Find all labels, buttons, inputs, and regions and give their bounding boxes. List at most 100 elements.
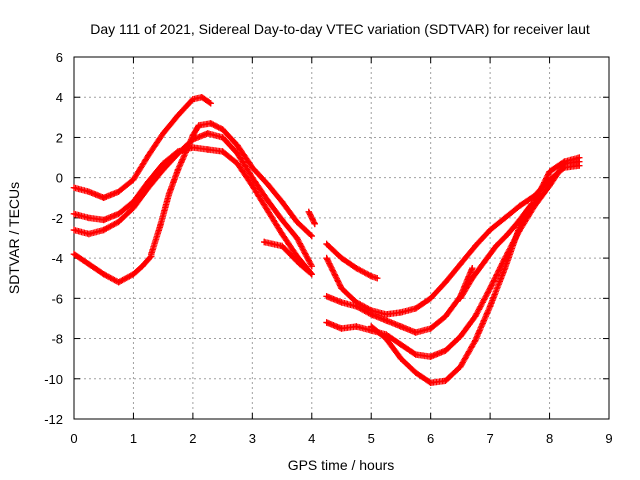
y-tick-label: -4	[51, 251, 63, 266]
data-point	[70, 184, 78, 191]
data-point	[195, 122, 202, 129]
y-tick-label: -2	[51, 211, 63, 226]
y-tick-label: 2	[56, 130, 63, 145]
data-point	[323, 240, 330, 248]
data-point	[70, 210, 78, 218]
data-point	[323, 293, 330, 300]
series-track-g	[305, 208, 318, 228]
data-point	[427, 295, 434, 302]
data-point	[457, 363, 464, 370]
data-point	[516, 216, 523, 224]
series-plus-trail	[148, 120, 315, 258]
data-point	[249, 174, 256, 181]
data-point	[486, 285, 494, 292]
data-point	[457, 260, 464, 268]
data-point	[145, 152, 152, 159]
series-track-i	[323, 162, 583, 318]
x-tick-label: 9	[605, 431, 612, 446]
data-point	[457, 333, 464, 340]
data-point	[481, 258, 488, 266]
y-tick-label: -10	[44, 372, 63, 387]
data-point	[115, 218, 122, 226]
data-point	[85, 188, 93, 195]
series-track-h	[323, 240, 381, 282]
data-point	[100, 226, 107, 234]
data-point	[397, 309, 405, 316]
data-point	[382, 335, 390, 342]
data-point	[353, 323, 360, 330]
data-point	[368, 323, 375, 330]
series-track-j	[323, 265, 476, 336]
data-point	[100, 194, 107, 201]
data-series	[70, 94, 583, 386]
data-point	[85, 230, 93, 238]
grid	[74, 57, 609, 419]
data-point	[382, 317, 390, 324]
series-track-d	[70, 250, 155, 286]
data-point	[323, 319, 330, 326]
data-point	[183, 146, 191, 153]
data-point	[165, 190, 173, 197]
data-point	[219, 126, 226, 133]
data-point	[576, 154, 583, 161]
data-point	[427, 353, 434, 360]
series-track-m	[457, 200, 535, 302]
data-point	[311, 220, 318, 228]
data-point	[397, 323, 405, 330]
data-point	[427, 325, 434, 332]
data-point	[397, 341, 405, 348]
data-point	[353, 303, 360, 310]
data-point	[442, 377, 449, 384]
data-point	[296, 260, 304, 268]
data-point	[442, 313, 449, 320]
data-point	[130, 176, 137, 183]
ticks: 0 1 2 3 4 5 6 7 8 9 -12 -10 -8 -6 -4 -2 0 2 4 6	[44, 50, 612, 446]
data-point	[145, 184, 152, 191]
y-tick-label: 4	[56, 90, 63, 105]
data-point	[501, 214, 509, 222]
data-point	[293, 234, 301, 242]
data-point	[501, 265, 509, 272]
data-point	[85, 260, 93, 268]
data-point	[382, 311, 390, 318]
data-point	[412, 305, 419, 312]
data-point	[442, 279, 449, 286]
data-point	[278, 230, 286, 238]
x-tick-label: 3	[249, 431, 256, 446]
data-point	[278, 242, 286, 250]
data-point	[338, 299, 345, 306]
series-plus-trail	[323, 240, 381, 282]
series-track-a	[70, 94, 214, 201]
data-point	[234, 142, 241, 149]
data-point	[249, 164, 256, 171]
data-point	[278, 216, 286, 224]
y-tick-label: -12	[44, 412, 63, 427]
data-point	[308, 271, 315, 278]
data-point	[412, 351, 419, 358]
data-point	[261, 238, 268, 246]
data-point	[100, 216, 107, 224]
data-point	[160, 130, 167, 137]
data-point	[204, 146, 211, 153]
x-tick-label: 8	[546, 431, 553, 446]
data-point	[189, 144, 197, 151]
data-point	[469, 265, 476, 272]
data-point	[115, 188, 122, 195]
data-point	[70, 226, 78, 234]
plot-frame	[73, 56, 610, 420]
data-point	[174, 166, 182, 173]
data-point	[139, 263, 146, 270]
data-point	[115, 279, 122, 286]
data-point	[305, 208, 312, 216]
data-point	[204, 130, 211, 137]
data-point	[516, 202, 523, 209]
data-point	[546, 168, 553, 175]
data-point	[219, 148, 226, 155]
data-point	[486, 226, 494, 234]
x-tick-label: 4	[308, 431, 315, 446]
data-point	[85, 214, 93, 222]
data-point	[472, 313, 479, 320]
data-point	[234, 160, 241, 167]
data-point	[100, 271, 107, 278]
x-tick-label: 0	[70, 431, 77, 446]
